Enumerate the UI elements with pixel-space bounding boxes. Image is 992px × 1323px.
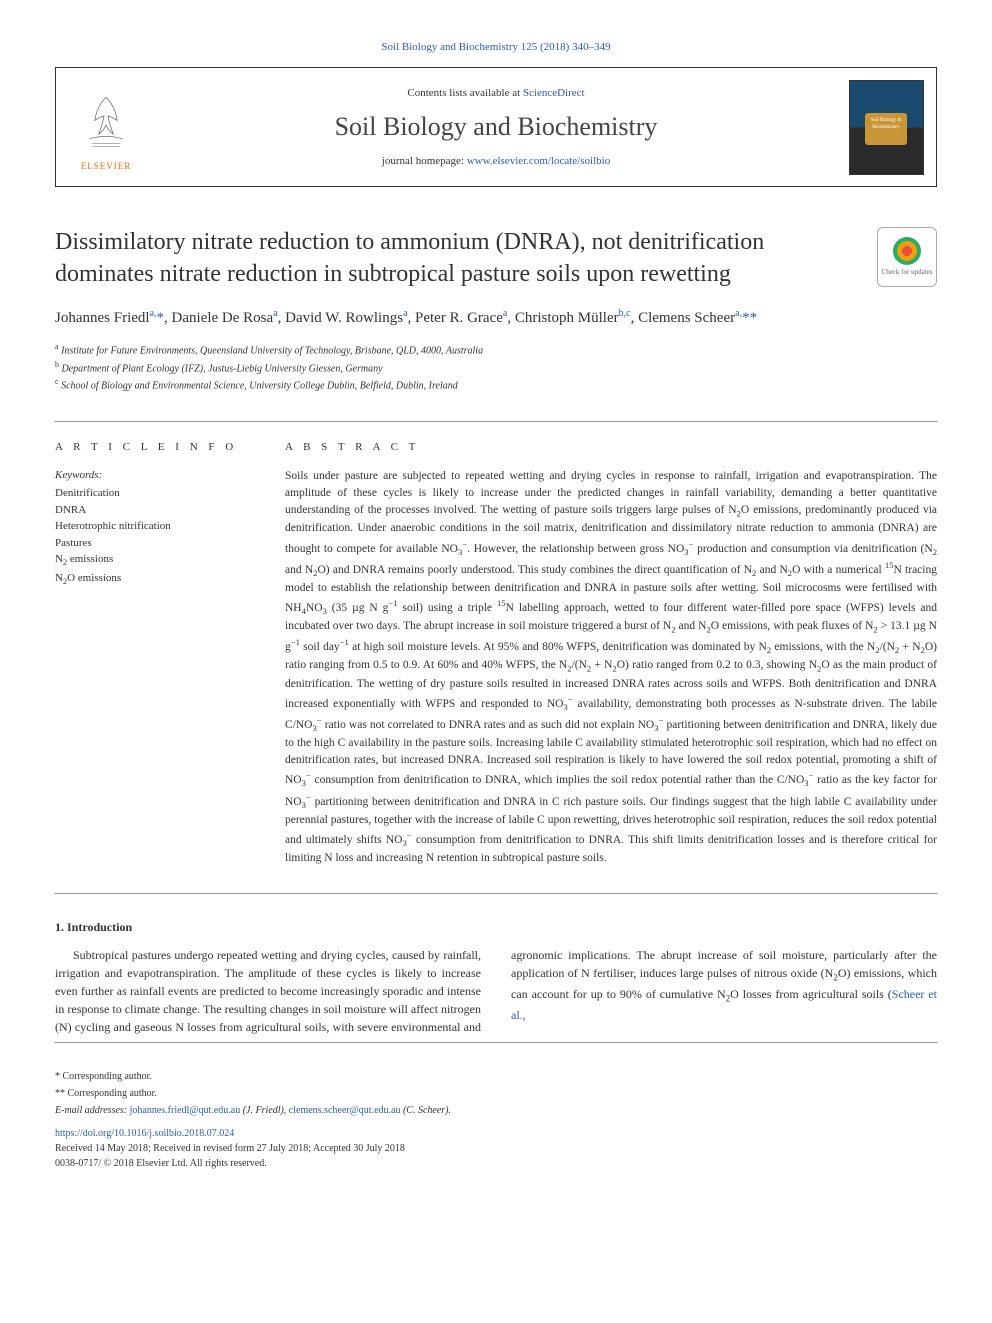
copyright-line: 0038-0717/ © 2018 Elsevier Ltd. All righ… — [55, 1156, 937, 1171]
article-title: Dissimilatory nitrate reduction to ammon… — [55, 227, 857, 289]
keyword-item: Heterotrophic nitrification — [55, 518, 255, 535]
intro-para-1: Subtropical pastures undergo repeated we… — [55, 946, 937, 1036]
keyword-item: Pastures — [55, 535, 255, 552]
keyword-item: N2O emissions — [55, 570, 255, 589]
email-link-2[interactable]: clemens.scheer@qut.edu.au — [289, 1105, 401, 1116]
elsevier-logo[interactable]: ELSEVIER — [56, 75, 156, 181]
homepage-prefix: journal homepage: — [382, 155, 467, 167]
email-name-2: (C. Scheer). — [400, 1105, 451, 1116]
journal-citation: Soil Biology and Biochemistry 125 (2018)… — [55, 40, 937, 55]
abstract-text: Soils under pasture are subjected to rep… — [285, 468, 937, 868]
elsevier-tree-icon — [71, 83, 141, 158]
journal-name: Soil Biology and Biochemistry — [156, 109, 836, 145]
journal-cover[interactable]: Soil Biology & Biochemistry — [836, 72, 936, 183]
keyword-item: DNRA — [55, 502, 255, 519]
journal-header: ELSEVIER Contents lists available at Sci… — [55, 67, 937, 187]
emails-label: E-mail addresses: — [55, 1105, 130, 1116]
received-line: Received 14 May 2018; Received in revise… — [55, 1141, 937, 1156]
elsevier-label: ELSEVIER — [81, 160, 132, 173]
homepage-line: journal homepage: www.elsevier.com/locat… — [156, 154, 836, 169]
sciencedirect-link[interactable]: ScienceDirect — [523, 87, 585, 99]
cover-badge: Soil Biology & Biochemistry — [865, 113, 907, 145]
divider — [55, 893, 937, 894]
corresponding-1: * Corresponding author. — [55, 1069, 937, 1084]
email-name-1: (J. Friedl), — [240, 1105, 289, 1116]
keywords-label: Keywords: — [55, 468, 255, 483]
contents-line: Contents lists available at ScienceDirec… — [156, 86, 836, 101]
keywords-list: DenitrificationDNRAHeterotrophic nitrifi… — [55, 485, 255, 588]
email-link-1[interactable]: johannes.friedl@qut.edu.au — [130, 1105, 241, 1116]
check-updates-button[interactable]: Check for updates — [877, 227, 937, 287]
doi-link[interactable]: https://doi.org/10.1016/j.soilbio.2018.0… — [55, 1128, 234, 1139]
authors-line: Johannes Friedla,*, Daniele De Rosaa, Da… — [55, 306, 937, 330]
homepage-link[interactable]: www.elsevier.com/locate/soilbio — [467, 155, 610, 167]
check-updates-label: Check for updates — [882, 268, 933, 278]
cover-image: Soil Biology & Biochemistry — [849, 80, 924, 175]
crossmark-icon — [893, 237, 921, 265]
keyword-item: N2 emissions — [55, 551, 255, 570]
doi-line: https://doi.org/10.1016/j.soilbio.2018.0… — [55, 1126, 937, 1141]
emails-line: E-mail addresses: johannes.friedl@qut.ed… — [55, 1103, 937, 1118]
contents-prefix: Contents lists available at — [407, 87, 522, 99]
footer-rule — [55, 1042, 937, 1043]
citation-link[interactable]: Soil Biology and Biochemistry 125 (2018)… — [381, 41, 610, 53]
keyword-item: Denitrification — [55, 485, 255, 502]
footer: * Corresponding author. ** Corresponding… — [55, 1069, 937, 1171]
corresponding-2: ** Corresponding author. — [55, 1086, 937, 1101]
article-info-head: A R T I C L E I N F O — [55, 440, 255, 455]
affiliations: a Institute for Future Environments, Que… — [55, 341, 937, 393]
abstract-head: A B S T R A C T — [285, 440, 937, 455]
divider — [55, 421, 937, 422]
intro-head: 1. Introduction — [55, 918, 937, 936]
